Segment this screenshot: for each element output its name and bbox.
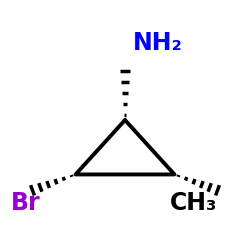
Text: Br: Br [11,191,41,215]
Text: NH₂: NH₂ [132,32,182,56]
Text: CH₃: CH₃ [170,191,217,215]
